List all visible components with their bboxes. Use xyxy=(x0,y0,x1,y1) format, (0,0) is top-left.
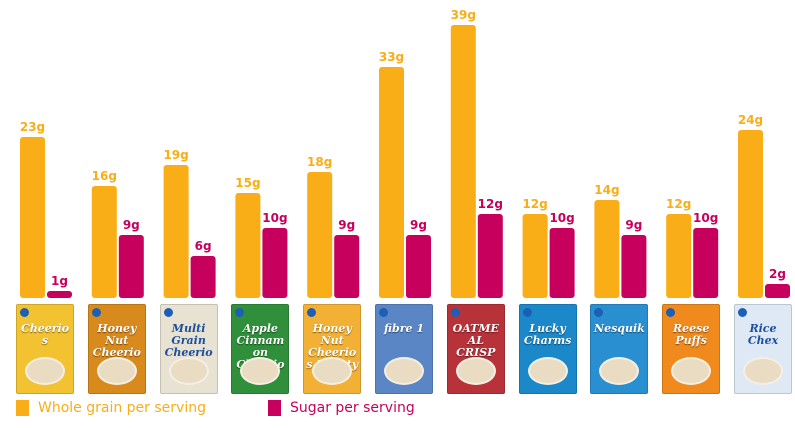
sugar-bar-7 xyxy=(477,214,503,298)
whole-grain-label-7: 39g xyxy=(451,8,476,22)
legend-label-whole-grain: Whole grain per serving xyxy=(38,400,206,416)
sugar-label-10: 10g xyxy=(693,211,718,225)
legend-item-whole-grain: Whole grain per serving xyxy=(16,400,206,416)
sugar-bar-4 xyxy=(262,228,288,298)
whole-grain-label-10: 12g xyxy=(666,197,691,211)
cereal-box-row: Cheerios Honey Nut Cheerios Multi Grain Ch… xyxy=(0,304,795,396)
sugar-label-2: 9g xyxy=(123,218,140,232)
whole-grain-swatch xyxy=(16,400,29,416)
general-mills-logo-icon xyxy=(235,308,245,317)
general-mills-logo-icon xyxy=(738,308,747,317)
general-mills-logo-icon xyxy=(450,308,460,317)
cereal-bowl-icon xyxy=(455,357,496,385)
general-mills-logo-icon xyxy=(20,308,29,317)
cereal-bowl-icon xyxy=(312,357,353,385)
cereal-box-1: Cheerios xyxy=(16,304,74,394)
whole-grain-bar-2 xyxy=(91,186,117,298)
legend-label-sugar: Sugar per serving xyxy=(289,400,415,416)
whole-grain-label-8: 12g xyxy=(522,197,547,211)
general-mills-logo-icon xyxy=(666,308,676,317)
cereal-box-7: OATMEAL CRISP xyxy=(446,304,505,394)
sugar-label-7: 12g xyxy=(478,197,503,211)
whole-grain-bar-3 xyxy=(163,165,189,298)
cereal-box-10: Reese Puffs xyxy=(662,304,721,394)
general-mills-logo-icon xyxy=(594,308,604,317)
whole-grain-label-5: 18g xyxy=(307,155,332,169)
cereal-box-9: Nesquik xyxy=(590,304,649,394)
cereal-box-brand: Cheerios xyxy=(20,322,70,347)
sugar-bar-8 xyxy=(549,228,575,298)
sugar-label-9: 9g xyxy=(625,218,642,232)
sugar-bar-9 xyxy=(621,235,647,298)
cereal-bowl-icon xyxy=(96,357,137,385)
cereal-box-brand: Rice Chex xyxy=(747,322,779,347)
sugar-bar-11 xyxy=(765,284,790,298)
cereal-box-brand: fibre 1 xyxy=(384,322,424,335)
legend-item-sugar: Sugar per serving xyxy=(267,400,415,416)
general-mills-logo-icon xyxy=(91,308,101,317)
cereal-box-brand: OATMEAL CRISP xyxy=(452,322,499,359)
whole-grain-bar-1 xyxy=(20,137,45,298)
whole-grain-label-4: 15g xyxy=(235,176,260,190)
cereal-bowl-icon xyxy=(168,357,209,385)
cereal-box-brand: Reese Puffs xyxy=(673,322,710,347)
cereal-bowl-icon xyxy=(25,357,65,385)
whole-grain-label-2: 16g xyxy=(92,169,117,183)
legend: Whole grain per serving Sugar per servin… xyxy=(16,400,477,416)
sugar-label-11: 2g xyxy=(769,267,786,281)
cereal-box-5: Honey Nut Cheerios Hearty Oat xyxy=(303,304,362,394)
whole-grain-label-9: 14g xyxy=(594,183,619,197)
cereal-bowl-icon xyxy=(599,357,640,385)
sugar-label-4: 10g xyxy=(262,211,287,225)
whole-grain-bar-7 xyxy=(450,25,476,298)
general-mills-logo-icon xyxy=(307,308,317,317)
sugar-label-8: 10g xyxy=(549,211,574,225)
whole-grain-bar-9 xyxy=(594,200,620,298)
whole-grain-bar-11 xyxy=(738,130,763,298)
whole-grain-bar-6 xyxy=(379,67,404,298)
cereal-bowl-icon xyxy=(527,357,568,385)
whole-grain-label-6: 33g xyxy=(379,50,404,64)
sugar-bar-5 xyxy=(334,235,360,298)
cereal-bowl-icon xyxy=(743,357,783,385)
cereal-box-brand: Lucky Charms xyxy=(523,322,572,347)
whole-grain-bar-5 xyxy=(307,172,333,298)
cereal-box-6: fibre 1 xyxy=(375,304,433,394)
cereal-box-8: Lucky Charms xyxy=(518,304,577,394)
whole-grain-bar-10 xyxy=(666,214,692,298)
cereal-bowl-icon xyxy=(671,357,712,385)
whole-grain-label-11: 24g xyxy=(738,113,763,127)
general-mills-logo-icon xyxy=(163,308,173,317)
sugar-label-3: 6g xyxy=(195,239,212,253)
whole-grain-label-3: 19g xyxy=(163,148,188,162)
cereal-box-4: Apple Cinnamon Cheerios xyxy=(231,304,290,394)
cereal-bowl-icon xyxy=(240,357,281,385)
sugar-label-5: 9g xyxy=(338,218,355,232)
whole-grain-bar-8 xyxy=(522,214,548,298)
bar-chart: 23g 1g 16g 9g 19g 6g 15g 10g 18g 9g 33g 9g 39g 12g 12g… xyxy=(20,8,790,298)
sugar-label-6: 9g xyxy=(410,218,427,232)
cereal-box-brand: Nesquik xyxy=(594,322,645,335)
sugar-bar-10 xyxy=(693,228,719,298)
cereal-bowl-icon xyxy=(384,357,424,385)
cereal-box-3: Multi Grain Cheerios xyxy=(159,304,218,394)
sugar-label-1: 1g xyxy=(51,274,68,288)
sugar-bar-3 xyxy=(190,256,216,298)
general-mills-logo-icon xyxy=(379,308,388,317)
cereal-box-brand: Multi Grain Cheerios xyxy=(164,322,213,371)
cereal-box-2: Honey Nut Cheerios xyxy=(87,304,146,394)
sugar-bar-6 xyxy=(406,235,431,298)
whole-grain-bar-4 xyxy=(235,193,261,298)
sugar-swatch xyxy=(267,400,281,416)
sugar-bar-1 xyxy=(47,291,72,298)
sugar-bar-2 xyxy=(118,235,144,298)
whole-grain-label-1: 23g xyxy=(20,120,45,134)
general-mills-logo-icon xyxy=(522,308,532,317)
cereal-box-11: Rice Chex xyxy=(734,304,792,394)
